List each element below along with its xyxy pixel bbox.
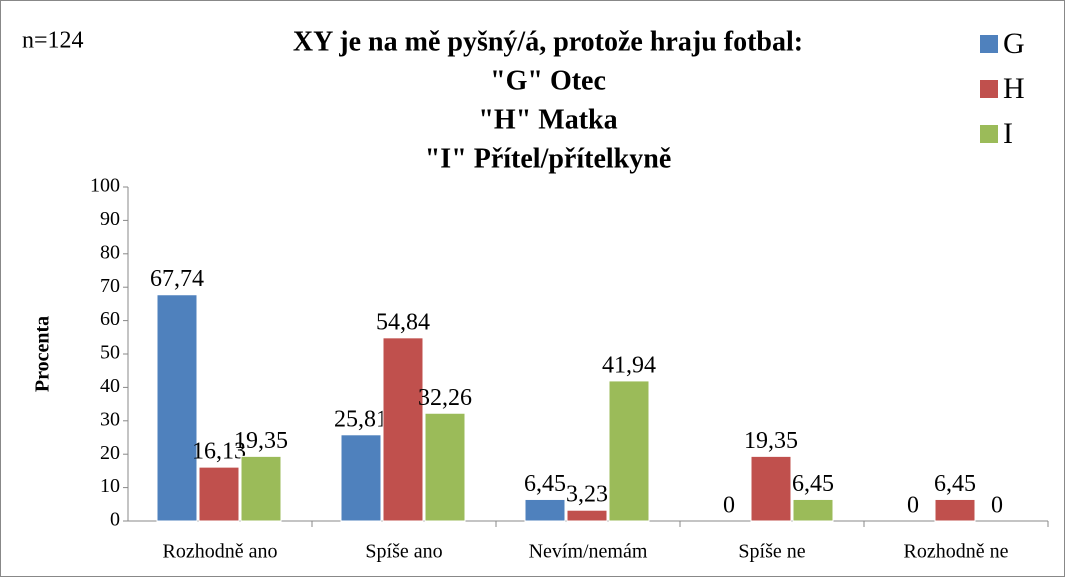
bar <box>156 294 198 522</box>
legend-label: G <box>1003 27 1025 60</box>
annotation: n=124 <box>22 28 84 54</box>
legend-label: I <box>1003 117 1013 150</box>
bar <box>792 498 834 522</box>
y-tick-label: 30 <box>100 408 120 430</box>
y-tick-label: 80 <box>100 241 120 263</box>
chart-title: "G" Otec <box>490 65 606 96</box>
y-tick-label: 70 <box>100 275 120 297</box>
legend-swatch <box>980 35 998 53</box>
bar <box>750 455 792 522</box>
value-label: 67,74 <box>150 266 204 292</box>
value-label: 6,45 <box>524 471 566 497</box>
x-tick-label: Nevím/nemám <box>529 541 648 563</box>
bar <box>934 498 976 522</box>
bar <box>340 434 382 522</box>
value-label: 19,35 <box>234 428 288 454</box>
value-label: 25,81 <box>334 406 388 432</box>
y-tick-label: 20 <box>100 442 120 464</box>
bar <box>608 380 650 522</box>
legend-swatch <box>980 80 998 98</box>
y-axis-label: Procenta <box>32 316 54 392</box>
bar <box>240 455 282 522</box>
legend-label: H <box>1003 72 1025 105</box>
x-tick-label: Rozhodně ano <box>163 541 278 563</box>
chart-title: "H" Matka <box>478 104 617 135</box>
chart-title: "I" Přítel/přítelkyně <box>425 143 672 174</box>
chart-title: XY je na mě pyšný/á, protože hraju fotba… <box>293 26 803 57</box>
bar <box>424 412 466 522</box>
y-tick-label: 100 <box>90 175 120 197</box>
x-tick-label: Spíše ne <box>738 541 805 563</box>
value-label: 32,26 <box>418 385 472 411</box>
bar <box>382 337 424 522</box>
value-label: 0 <box>723 493 735 519</box>
y-tick-label: 10 <box>100 475 120 497</box>
y-tick-label: 50 <box>100 342 120 364</box>
value-label: 6,45 <box>934 471 976 497</box>
value-label: 16,13 <box>192 439 246 465</box>
bar <box>566 509 608 522</box>
value-label: 0 <box>991 493 1003 519</box>
value-label: 41,94 <box>602 352 656 378</box>
x-tick-label: Spíše ano <box>365 541 442 563</box>
bar <box>524 498 566 522</box>
y-tick-label: 90 <box>100 208 120 230</box>
value-label: 3,23 <box>566 482 608 508</box>
y-tick-label: 0 <box>110 509 120 531</box>
value-label: 0 <box>907 493 919 519</box>
value-label: 19,35 <box>744 428 798 454</box>
legend-swatch <box>980 125 998 143</box>
y-tick-label: 60 <box>100 308 120 330</box>
y-tick-label: 40 <box>100 375 120 397</box>
x-tick-label: Rozhodně ne <box>904 541 1009 563</box>
value-label: 54,84 <box>376 309 430 335</box>
bar <box>198 466 240 522</box>
value-label: 6,45 <box>792 471 834 497</box>
